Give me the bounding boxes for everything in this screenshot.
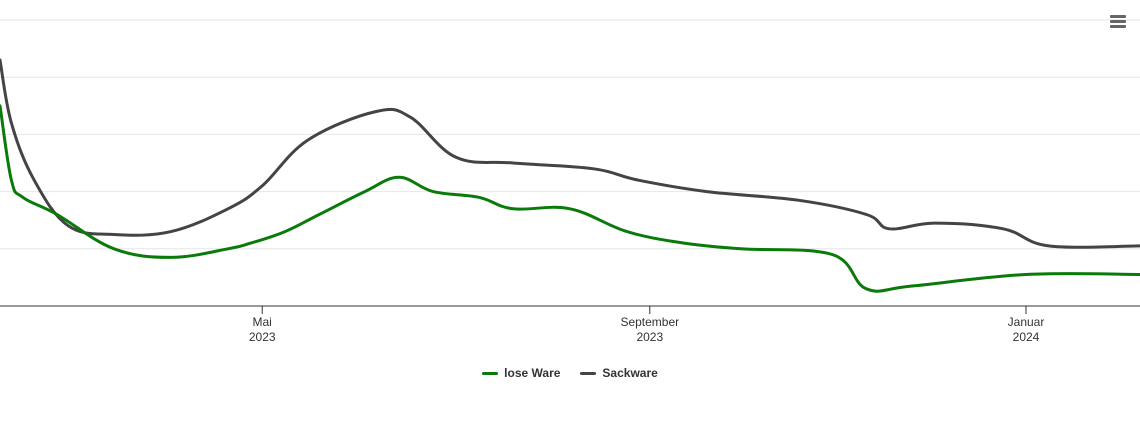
legend: lose Ware Sackware	[0, 364, 1140, 382]
x-tick-label-year: 2023	[636, 330, 663, 344]
chart-menu-button[interactable]	[1104, 10, 1132, 34]
x-tick-label-month: Januar	[1008, 315, 1045, 329]
legend-swatch	[580, 371, 597, 375]
series-line-lose-ware[interactable]	[0, 104, 1140, 293]
menu-bar-icon	[1110, 20, 1126, 23]
grid-lines	[0, 19, 1140, 250]
series-line-sackware[interactable]	[0, 58, 1140, 249]
x-tick-label-month: Mai	[253, 315, 272, 329]
legend-label: lose Ware	[504, 366, 561, 380]
x-tick-label-year: 2024	[1013, 330, 1040, 344]
legend-label: Sackware	[602, 366, 658, 380]
menu-bar-icon	[1110, 15, 1126, 18]
menu-bar-icon	[1110, 25, 1126, 28]
legend-swatch	[482, 371, 499, 375]
x-tick-label-year: 2023	[249, 330, 276, 344]
legend-item-lose-ware[interactable]: lose Ware	[482, 364, 560, 382]
x-tick-label-month: September	[620, 315, 679, 329]
legend-item-sackware[interactable]: Sackware	[580, 364, 658, 382]
series-layer	[0, 58, 1140, 293]
